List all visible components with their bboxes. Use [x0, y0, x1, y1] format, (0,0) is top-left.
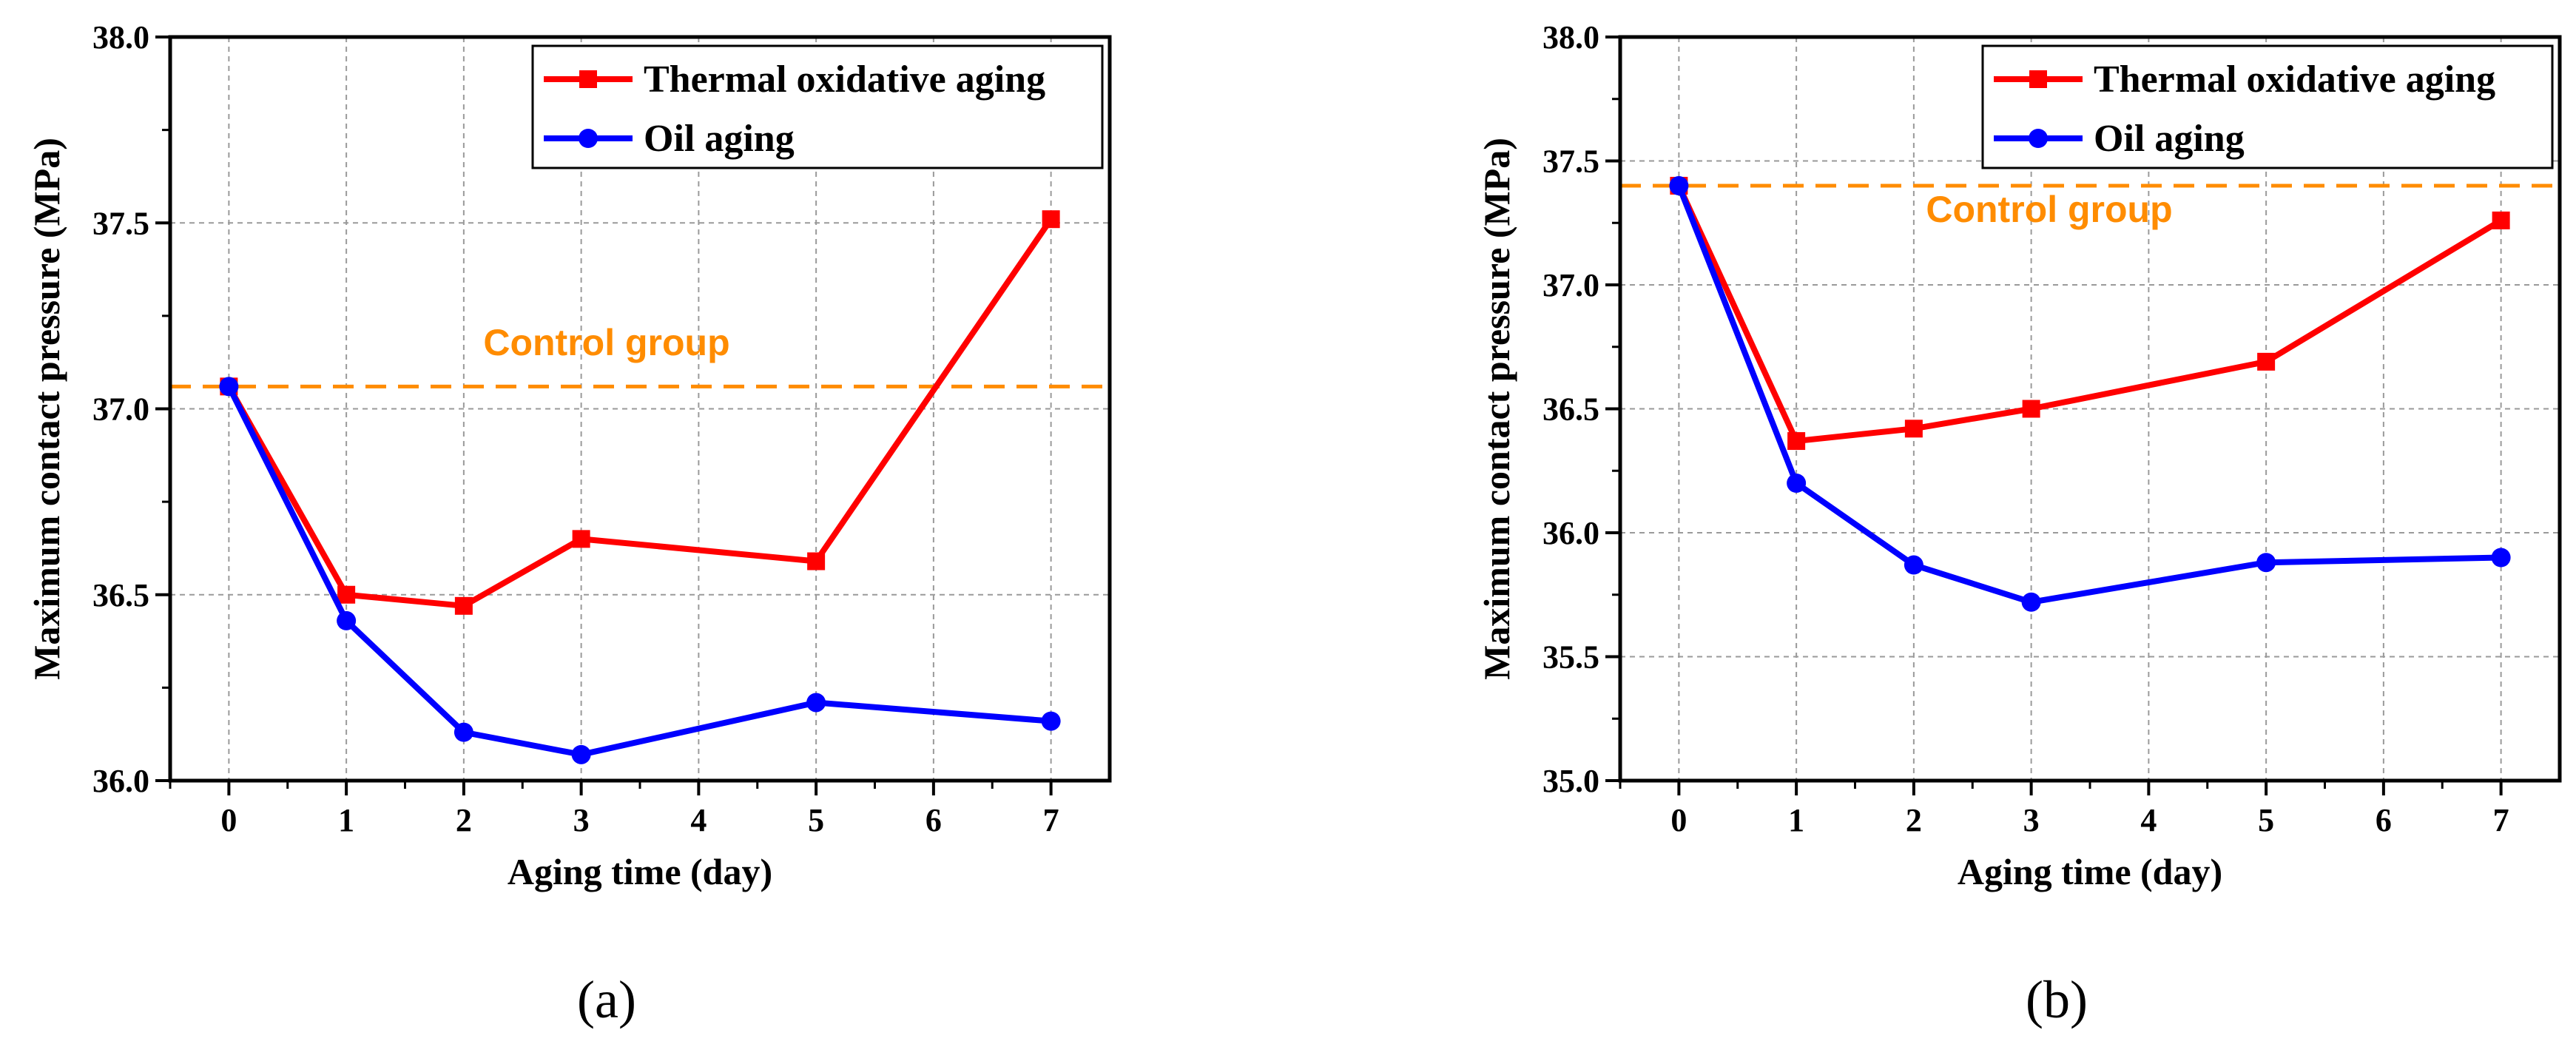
y-tick-label: 36.5: [1542, 391, 1599, 428]
x-tick-label: 0: [220, 802, 237, 838]
chart-panel-a: 0 1 2 3 4 5 6 7 36.0 36.5 37.0 37.5 38.0 Aging time (…: [26, 19, 1112, 1029]
data-point-oil: [571, 744, 591, 764]
legend-label: Thermal oxidative aging: [2094, 58, 2495, 101]
x-tick-label: 0: [1670, 802, 1687, 838]
x-axis-label: Aging time (day): [1958, 851, 2222, 892]
x-tick-label: 4: [2140, 802, 2157, 838]
series-line-thermal: [1676, 184, 2503, 445]
x-tick-label: 5: [2258, 802, 2274, 838]
legend-box: [531, 44, 1104, 169]
x-tick-label: 7: [1043, 802, 1059, 838]
data-point-thermal: [1042, 210, 1060, 229]
legend-box: [1981, 44, 2554, 169]
x-tick-label: 3: [573, 802, 590, 838]
y-tick-label: 35.5: [1542, 639, 1599, 676]
data-point-oil: [1041, 711, 1061, 731]
data-point-oil: [2256, 553, 2276, 573]
x-tick-label: 3: [2023, 802, 2040, 838]
data-point-thermal: [1904, 420, 1923, 438]
x-tick-label: 1: [338, 802, 354, 838]
data-point-thermal: [572, 530, 590, 548]
chart-panel-b: 0 1 2 3 4 5 6 7 35.0 35.5 36.0 36.5 37.0 37.5 38.0 Agin…: [1476, 19, 2562, 1029]
data-point-thermal: [2022, 400, 2040, 418]
x-tick-label: 2: [1906, 802, 1922, 838]
data-point-oil: [1787, 474, 1807, 493]
data-point-oil: [219, 377, 239, 397]
panel-label: (a): [577, 970, 636, 1029]
legend-marker-circle: [2029, 129, 2048, 148]
data-point-thermal: [2257, 352, 2276, 371]
data-point-oil: [2491, 548, 2511, 568]
x-tick-label: 1: [1788, 802, 1804, 838]
legend-label: Oil aging: [644, 118, 795, 160]
data-point-thermal: [1787, 432, 1806, 451]
series-line-oil: [226, 385, 1051, 758]
data-point-oil: [1904, 555, 1923, 575]
legend-label: Oil aging: [2094, 118, 2245, 160]
data-point-thermal: [807, 552, 826, 570]
y-tick-label: 38.0: [1542, 19, 1599, 55]
x-tick-label: 7: [2493, 802, 2509, 838]
y-axis-label: Maximum contact pressure (MPa): [1476, 138, 1517, 680]
data-point-oil: [806, 693, 826, 713]
series-line-oil: [1676, 184, 2501, 605]
series-line-thermal: [226, 217, 1053, 609]
y-tick-label: 37.0: [92, 391, 149, 428]
legend-marker-circle: [579, 129, 598, 148]
data-point-thermal: [337, 585, 356, 604]
data-point-oil: [337, 610, 357, 630]
control-group-label: Control group: [1926, 189, 2172, 230]
legend-marker-square: [579, 70, 597, 88]
y-tick-label: 37.5: [92, 205, 149, 241]
panel-label: (b): [2026, 970, 2088, 1029]
legend-label: Thermal oxidative aging: [644, 58, 1045, 101]
data-point-thermal: [2492, 211, 2510, 229]
y-tick-label: 35.0: [1542, 763, 1599, 799]
y-axis-label: Maximum contact pressure (MPa): [26, 138, 67, 680]
x-axis-label: Aging time (day): [508, 851, 772, 892]
data-point-oil: [2021, 592, 2041, 612]
x-tick-label: 5: [808, 802, 824, 838]
legend-marker-square: [2029, 70, 2047, 88]
x-tick-label: 2: [456, 802, 472, 838]
x-tick-label: 6: [2376, 802, 2392, 838]
y-tick-label: 36.0: [92, 763, 149, 799]
y-tick-label: 37.5: [1542, 144, 1599, 180]
y-tick-label: 36.5: [92, 577, 149, 613]
data-point-thermal: [454, 596, 473, 615]
x-tick-label: 6: [925, 802, 942, 838]
y-tick-label: 37.0: [1542, 267, 1599, 303]
control-group-label: Control group: [483, 322, 729, 363]
y-tick-label: 38.0: [92, 19, 149, 55]
x-tick-label: 4: [690, 802, 707, 838]
data-point-oil: [454, 722, 473, 742]
data-point-oil: [1669, 176, 1689, 195]
y-tick-label: 36.0: [1542, 515, 1599, 551]
